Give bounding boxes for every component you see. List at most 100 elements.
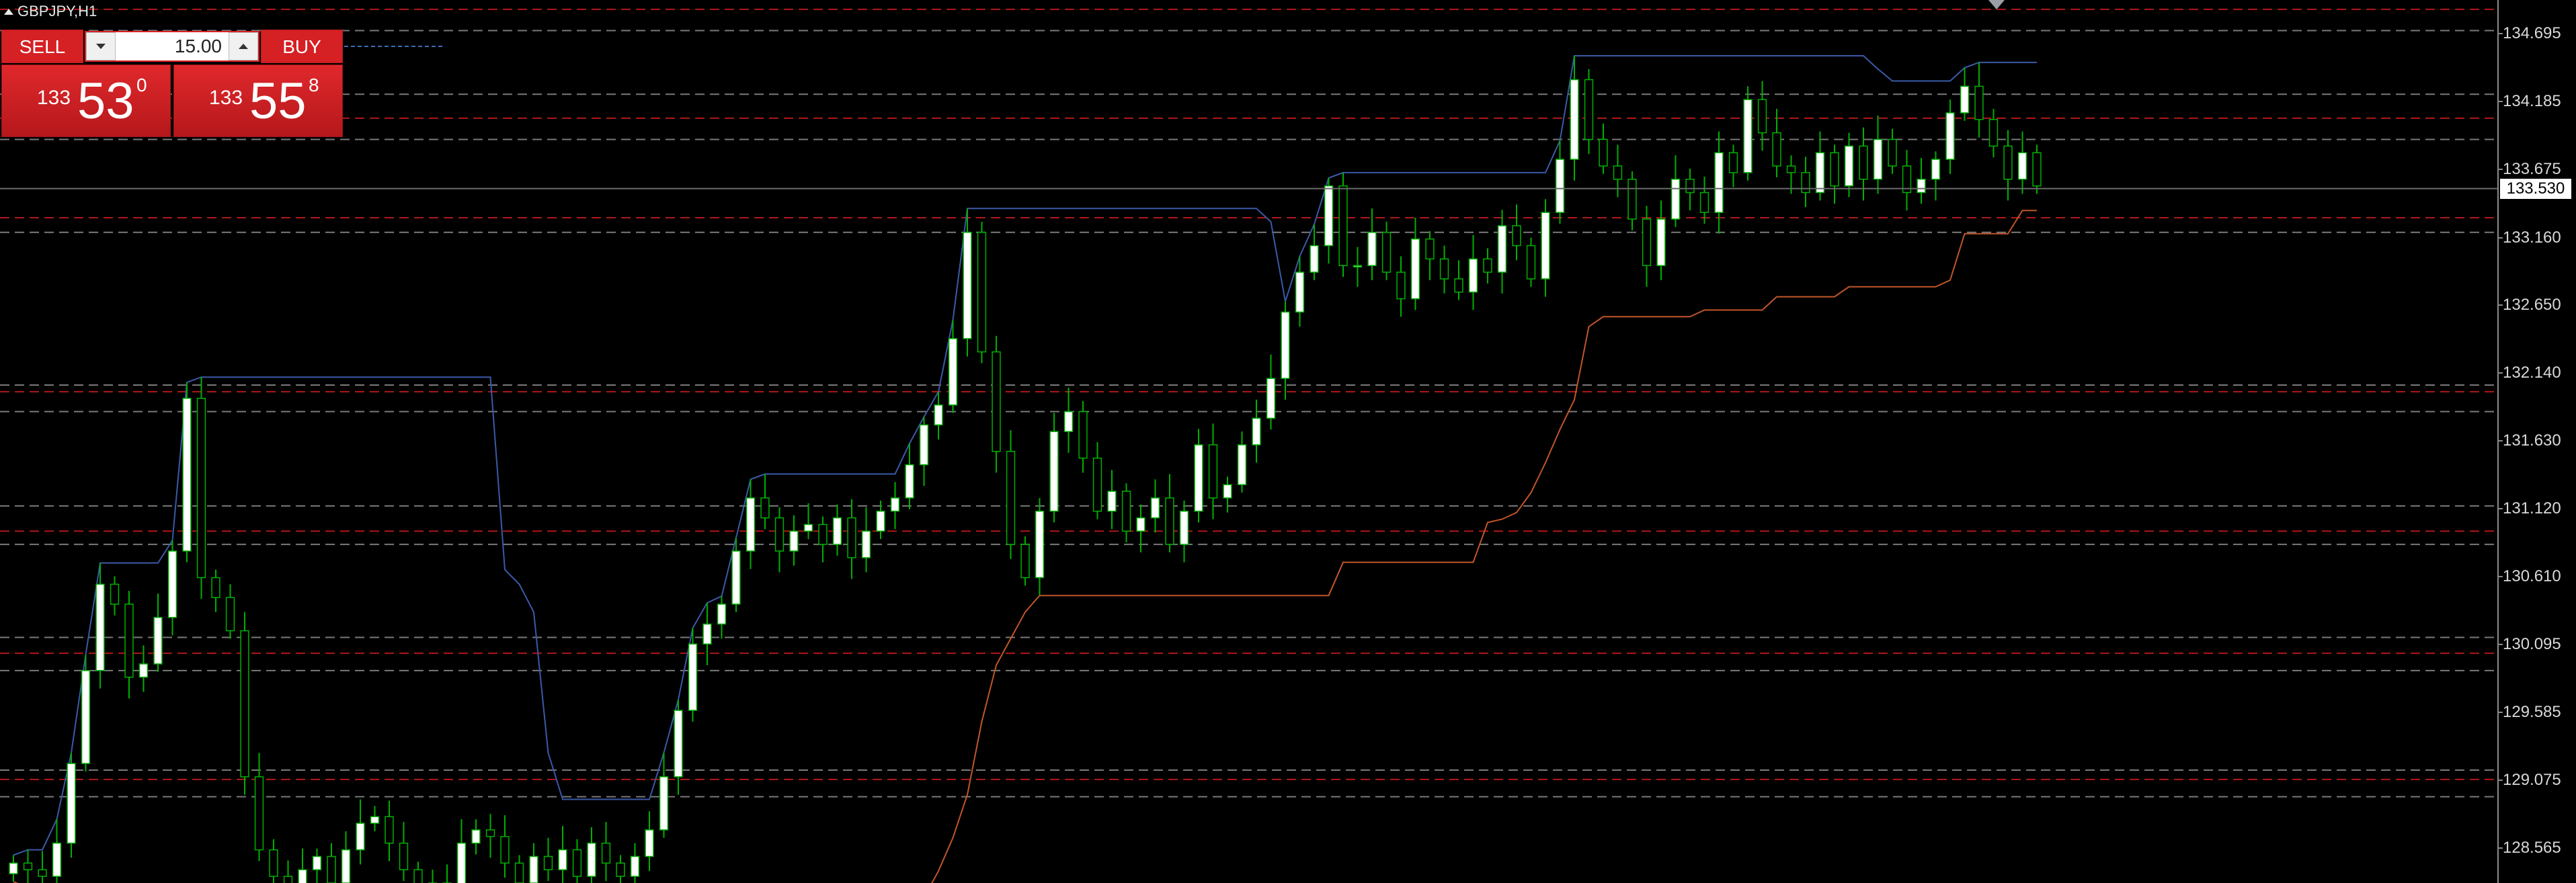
price-chart[interactable]: [0, 0, 2497, 883]
candle-body: [789, 530, 799, 552]
candle-body: [1960, 85, 1970, 114]
candle-body: [9, 862, 18, 874]
candle-body: [1266, 378, 1276, 419]
sell-price-big-figure: 133: [37, 87, 71, 109]
candle-body: [1381, 232, 1392, 273]
candle-body: [977, 232, 987, 353]
price-tick-label: 132.650: [2503, 296, 2561, 314]
tick-mark: [2499, 644, 2503, 646]
price-tick-label: 129.075: [2503, 770, 2561, 789]
sell-price-button[interactable]: 133 53 0: [1, 65, 171, 137]
candle-body: [1555, 159, 1565, 213]
candle-body: [572, 849, 582, 877]
triangle-up-icon[interactable]: [4, 8, 13, 15]
candle-body: [674, 710, 683, 777]
candle-body: [847, 517, 856, 558]
candle-body: [832, 517, 842, 545]
candle-body: [95, 583, 105, 671]
price-tick-label: 133.675: [2503, 159, 2561, 178]
candle-body: [167, 550, 177, 618]
candle-body: [1497, 225, 1507, 273]
candle-body: [1699, 192, 1709, 213]
candle-body: [471, 829, 481, 844]
candle-body: [1237, 444, 1247, 485]
tick-mark: [2499, 847, 2503, 849]
candle-body: [1338, 185, 1348, 266]
candle-body: [182, 398, 192, 552]
candle-body: [283, 876, 293, 883]
candle-body: [1743, 99, 1753, 173]
candle-body: [413, 869, 423, 883]
candle-body: [1671, 179, 1681, 220]
candle-body: [1410, 238, 1420, 300]
price-tick-label: 130.610: [2503, 566, 2561, 585]
candle-body: [1252, 417, 1261, 446]
triangle-down-icon[interactable]: [1988, 0, 2005, 9]
candle-body: [1931, 159, 1941, 180]
candle-body: [124, 603, 134, 678]
candle-body: [2003, 145, 2013, 180]
buy-price-button[interactable]: 133 55 8: [173, 65, 343, 137]
candle-body: [948, 338, 958, 406]
candle-body: [312, 855, 322, 870]
one-click-trading-panel: SELL BUY 133 53 0 133 55 8: [1, 30, 343, 137]
candle-body: [919, 424, 929, 466]
candle-body: [1194, 444, 1203, 512]
candle-body: [905, 464, 914, 499]
candle-body: [1483, 258, 1492, 273]
candle-body: [1367, 232, 1377, 266]
price-tick-label: 134.185: [2503, 92, 2561, 111]
candle-body: [1859, 145, 1868, 180]
chart-area[interactable]: GBPJPY,H1 SELL BUY 133 53 0 133 55 8: [0, 0, 2497, 883]
candle-body: [1815, 152, 1825, 194]
candle-body: [1425, 238, 1435, 260]
candle-body: [1454, 278, 1463, 293]
candle-body: [23, 862, 33, 870]
tick-mark: [2499, 779, 2503, 781]
candle-body: [1223, 484, 1232, 499]
candle-body: [1917, 179, 1926, 194]
candle-body: [1439, 258, 1449, 280]
candle-body: [1642, 218, 1652, 266]
candle-body: [1902, 165, 1912, 194]
price-tick-label: 132.140: [2503, 364, 2561, 382]
candle-body: [67, 763, 76, 844]
price-tick-label: 134.695: [2503, 24, 2561, 43]
tick-mark: [2499, 575, 2503, 577]
candle-body: [1599, 138, 1608, 167]
candle-body: [818, 523, 828, 545]
sell-price-fraction: 0: [136, 75, 147, 95]
buy-price-pips: 55: [249, 73, 307, 130]
price-tick-label: 131.630: [2503, 431, 2561, 450]
candle-body: [1974, 85, 1984, 120]
triangle-up-icon: [239, 44, 248, 49]
candle-body: [485, 829, 495, 837]
candle-body: [1353, 265, 1363, 267]
candle-body: [1324, 185, 1334, 247]
candle-body: [370, 816, 380, 824]
candle-body: [456, 842, 467, 883]
tick-mark: [2499, 712, 2503, 714]
candle-body: [514, 862, 524, 883]
sell-button[interactable]: SELL: [1, 30, 83, 63]
lot-decrease-button[interactable]: [86, 32, 116, 60]
candle-body: [890, 497, 900, 512]
candle-body: [1888, 138, 1897, 167]
candle-body: [746, 497, 756, 552]
candle-body: [1078, 411, 1088, 459]
lot-size-input[interactable]: [117, 34, 225, 59]
candle-body: [196, 398, 206, 579]
lot-increase-button[interactable]: [229, 32, 258, 60]
candle-body: [543, 855, 553, 870]
candle-body: [341, 849, 351, 883]
candle-body: [1150, 497, 1160, 519]
price-tick-label: 130.095: [2503, 635, 2561, 654]
upper-channel-line: [13, 55, 2037, 856]
price-axis[interactable]: 134.695 134.185 133.675 133.160 132.650 132.1…: [2497, 0, 2576, 883]
candle-body: [153, 617, 163, 665]
candle-body: [1656, 218, 1666, 266]
buy-button[interactable]: BUY: [261, 30, 343, 63]
candle-body: [1728, 152, 1738, 173]
chart-title[interactable]: GBPJPY,H1: [4, 3, 97, 20]
tick-mark: [2499, 372, 2503, 374]
